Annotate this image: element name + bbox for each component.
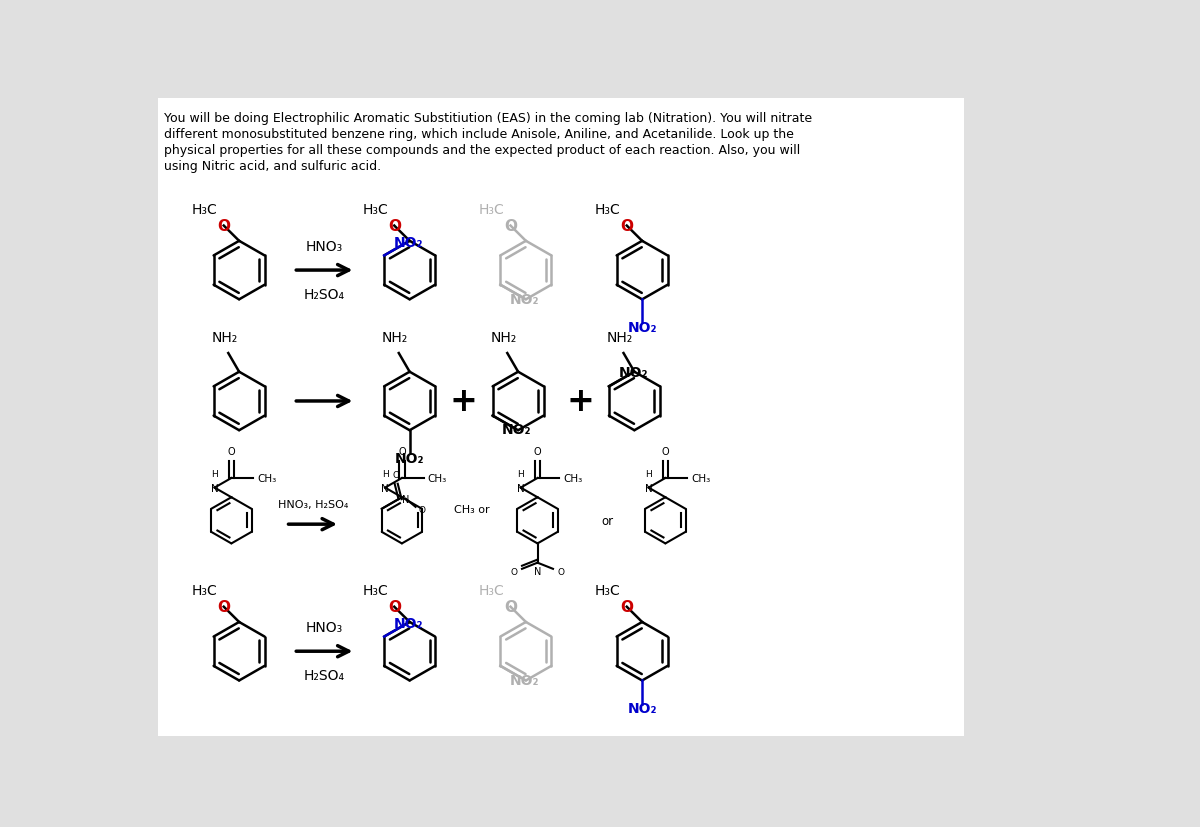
Text: O: O [217, 600, 230, 614]
Text: O: O [388, 600, 401, 614]
Text: NH₂: NH₂ [382, 331, 408, 344]
Text: O: O [392, 471, 400, 480]
Text: NO₂: NO₂ [395, 452, 425, 466]
Text: H: H [646, 469, 652, 478]
Text: NO₂: NO₂ [628, 321, 656, 335]
Text: H: H [382, 469, 389, 478]
Text: O: O [510, 567, 517, 576]
Text: O: O [534, 446, 541, 456]
Text: O: O [217, 219, 230, 234]
Text: O: O [558, 567, 565, 576]
Text: N: N [644, 483, 653, 493]
Text: NH₂: NH₂ [606, 331, 632, 344]
Text: using Nitric acid, and sulfuric acid.: using Nitric acid, and sulfuric acid. [164, 160, 382, 173]
Text: O: O [504, 600, 517, 614]
Text: H₃C: H₃C [595, 203, 620, 217]
Text: HNO₃, H₂SO₄: HNO₃, H₂SO₄ [277, 500, 348, 509]
Text: NO₂: NO₂ [618, 366, 648, 380]
Text: You will be doing Electrophilic Aromatic Substitiution (EAS) in the coming lab (: You will be doing Electrophilic Aromatic… [164, 112, 812, 125]
Text: H₃C: H₃C [362, 583, 388, 597]
Text: N: N [517, 483, 524, 493]
Text: NH₂: NH₂ [211, 331, 238, 344]
Text: NO₂: NO₂ [502, 423, 532, 437]
Text: HNO₃: HNO₃ [306, 240, 343, 254]
Text: O: O [419, 505, 426, 514]
Text: H₂SO₄: H₂SO₄ [304, 288, 344, 302]
Text: H₃C: H₃C [479, 203, 504, 217]
Text: NO₂: NO₂ [394, 236, 424, 249]
Text: O: O [228, 446, 235, 456]
Text: CH₃: CH₃ [691, 473, 710, 484]
Text: H₃C: H₃C [595, 583, 620, 597]
Text: NH₂: NH₂ [491, 331, 516, 344]
Text: H₂SO₄: H₂SO₄ [304, 668, 344, 682]
Text: CH₃: CH₃ [257, 473, 276, 484]
Text: NO₂: NO₂ [394, 616, 424, 630]
FancyBboxPatch shape [157, 99, 964, 736]
Text: or: or [601, 514, 613, 527]
Text: NO₂: NO₂ [628, 701, 656, 715]
Text: HNO₃: HNO₃ [306, 620, 343, 634]
Text: H: H [211, 469, 218, 478]
Text: O: O [398, 446, 406, 456]
Text: H₃C: H₃C [192, 203, 217, 217]
Text: +: + [450, 385, 478, 418]
Text: CH₃: CH₃ [427, 473, 446, 484]
Text: NO₂: NO₂ [510, 673, 539, 687]
Text: H₃C: H₃C [192, 583, 217, 597]
Text: CH₃ or: CH₃ or [454, 504, 490, 514]
Text: +: + [566, 385, 594, 418]
Text: O: O [388, 219, 401, 234]
Text: H₃C: H₃C [362, 203, 388, 217]
Text: different monosubstituted benzene ring, which include Anisole, Aniline, and Acet: different monosubstituted benzene ring, … [164, 127, 794, 141]
Text: O: O [504, 219, 517, 234]
Text: H₃C: H₃C [479, 583, 504, 597]
Text: NO₂: NO₂ [510, 292, 539, 306]
Text: N: N [402, 495, 409, 504]
Text: H: H [517, 469, 524, 478]
Text: N: N [534, 566, 541, 576]
Text: N: N [211, 483, 218, 493]
Text: O: O [620, 219, 634, 234]
Text: O: O [661, 446, 670, 456]
Text: O: O [620, 600, 634, 614]
Text: N: N [382, 483, 389, 493]
Text: physical properties for all these compounds and the expected product of each rea: physical properties for all these compou… [164, 144, 800, 157]
Text: CH₃: CH₃ [563, 473, 582, 484]
